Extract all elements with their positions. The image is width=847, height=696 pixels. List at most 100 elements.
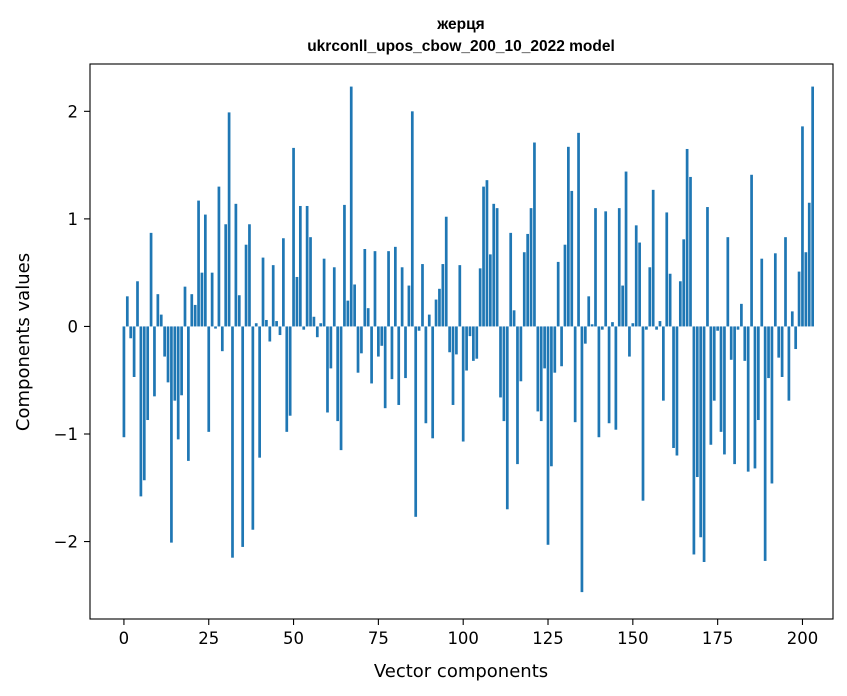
bar-194	[780, 326, 784, 377]
bar-160	[665, 212, 669, 327]
bar-196	[787, 326, 791, 401]
bar-37	[248, 224, 251, 327]
bar-177	[723, 326, 726, 455]
bar-78	[387, 251, 390, 327]
bar-70	[360, 326, 363, 354]
bar-23	[200, 272, 204, 327]
bar-180	[733, 326, 736, 465]
bar-40	[258, 326, 261, 458]
bar-20	[190, 294, 194, 327]
bar-165	[682, 239, 686, 327]
bar-113	[505, 326, 509, 510]
bar-158	[658, 321, 662, 327]
bar-73	[370, 326, 373, 384]
bar-97	[451, 326, 455, 405]
x-tick-label-50: 50	[283, 629, 304, 648]
bar-25	[207, 326, 211, 432]
bar-6	[142, 326, 146, 481]
bar-87	[417, 326, 421, 331]
bar-166	[685, 148, 689, 327]
bar-21	[193, 304, 197, 327]
bar-46	[278, 326, 282, 336]
bar-121	[533, 142, 536, 327]
bar-39	[254, 323, 258, 327]
bar-147	[621, 285, 625, 327]
bar-13	[166, 326, 170, 383]
bar-68	[353, 284, 356, 327]
bar-22	[197, 200, 200, 327]
bar-62	[332, 267, 336, 327]
bar-198	[794, 326, 798, 350]
bar-176	[719, 326, 723, 432]
bar-191	[770, 326, 774, 484]
bar-102	[468, 326, 472, 337]
bar-19	[187, 326, 190, 461]
bar-66	[346, 300, 350, 327]
bar-145	[614, 326, 618, 430]
bar-56	[312, 316, 316, 327]
x-axis-label: Vector components	[374, 661, 548, 682]
bar-43	[268, 326, 272, 342]
x-tick-label-100: 100	[447, 629, 479, 648]
bar-63	[336, 326, 340, 422]
bar-89	[424, 326, 428, 424]
y-tick-label-0: 0	[68, 317, 79, 336]
y-tick-label-1: 1	[68, 210, 79, 229]
bar-134	[577, 132, 580, 327]
bar-116	[516, 326, 519, 465]
bar-48	[285, 326, 289, 432]
bar-88	[421, 264, 424, 327]
x-axis-ticks: 0 25 50 75 100 125 150 175 200	[119, 619, 818, 648]
bar-95	[444, 216, 448, 327]
bar-50	[292, 147, 295, 327]
bar-128	[556, 261, 560, 327]
bar-142	[604, 211, 608, 327]
bar-51	[295, 276, 299, 327]
bar-201	[804, 252, 808, 327]
bar-34	[237, 295, 241, 327]
bar-101	[465, 326, 468, 371]
bar-61	[329, 326, 333, 369]
bar-35	[241, 326, 245, 547]
bar-126	[550, 326, 553, 467]
bar-179	[729, 326, 733, 360]
y-tick-label--2: −2	[54, 533, 78, 552]
bar-169	[695, 326, 699, 478]
x-tick-label-75: 75	[368, 629, 389, 648]
bar-38	[251, 326, 255, 530]
bar-154	[645, 326, 648, 330]
bar-122	[536, 326, 540, 412]
bar-67	[349, 86, 353, 327]
plot-frame	[89, 63, 834, 620]
bar-4	[136, 281, 139, 327]
bar-118	[522, 252, 526, 327]
bar-81	[397, 326, 401, 405]
bar-12	[163, 326, 166, 357]
bar-199	[797, 271, 801, 327]
bar-200	[801, 126, 804, 327]
bar-30	[224, 224, 228, 327]
bar-181	[736, 326, 740, 330]
bar-133	[573, 326, 577, 423]
bar-189	[763, 326, 767, 561]
x-tick-label-25: 25	[198, 629, 219, 648]
bar-60	[326, 326, 329, 413]
bar-9	[153, 326, 156, 397]
bar-186	[753, 326, 757, 469]
bar-54	[305, 205, 309, 327]
bar-120	[529, 208, 533, 327]
bar-125	[546, 326, 550, 545]
bar-104	[475, 326, 479, 359]
bar-156	[651, 189, 655, 327]
bar-185	[750, 174, 753, 327]
bar-32	[231, 326, 234, 558]
bar-141	[600, 326, 604, 330]
bar-110	[495, 208, 499, 327]
bar-162	[672, 326, 675, 448]
bar-174	[712, 326, 716, 401]
bar-175	[716, 326, 719, 331]
bar-167	[689, 176, 692, 327]
bar-117	[519, 326, 523, 382]
bar-57	[315, 326, 319, 338]
